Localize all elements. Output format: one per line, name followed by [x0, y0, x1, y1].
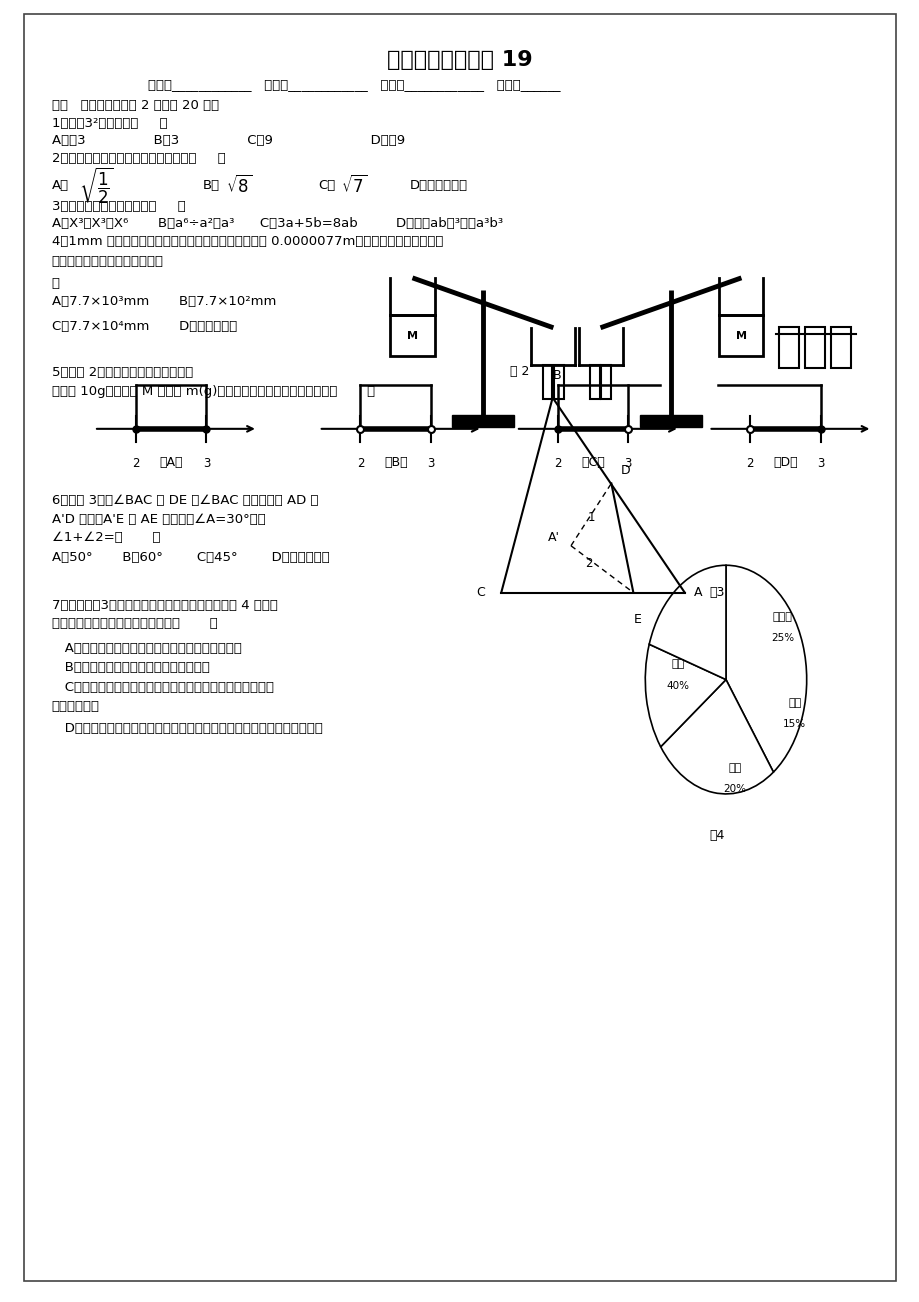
Text: 图 2: 图 2 — [510, 365, 529, 378]
Text: D、以上都不是: D、以上都不是 — [409, 180, 467, 193]
Bar — [719, 315, 763, 355]
Text: 6、如图 3，将∠BAC 沿 DE 向∠BAC 内折叠，使 AD 与: 6、如图 3，将∠BAC 沿 DE 向∠BAC 内折叠，使 AD 与 — [51, 493, 318, 506]
Text: A、－3                B、3                C、9                       D、－9: A、－3 B、3 C、9 D、－9 — [51, 134, 404, 147]
Text: 中考数学模拟试卷 19: 中考数学模拟试卷 19 — [387, 49, 532, 70]
Text: E: E — [633, 613, 641, 626]
Text: $\sqrt{\dfrac{1}{2}}$: $\sqrt{\dfrac{1}{2}}$ — [79, 165, 114, 206]
Text: B、从图中可以直接看出全班的总人数；: B、从图中可以直接看出全班的总人数； — [51, 661, 210, 674]
Text: （B）: （B） — [383, 456, 407, 469]
Text: A': A' — [548, 531, 560, 544]
Text: C、: C、 — [317, 180, 335, 193]
Text: 排球: 排球 — [788, 698, 800, 708]
Text: 3: 3 — [816, 457, 823, 470]
Text: 25%: 25% — [770, 633, 794, 643]
Text: C: C — [475, 586, 484, 599]
Text: B: B — [552, 368, 561, 381]
Text: （C）: （C） — [581, 456, 604, 469]
Text: 图4: 图4 — [709, 829, 724, 842]
Text: ∠1+∠2=（       ）: ∠1+∠2=（ ） — [51, 531, 160, 544]
Text: 3: 3 — [202, 457, 210, 470]
Text: 统计图来表示，下面说法正确的是（       ）: 统计图来表示，下面说法正确的是（ ） — [51, 617, 218, 630]
Bar — [589, 365, 599, 400]
Bar — [542, 365, 551, 400]
Text: 2: 2 — [357, 457, 364, 470]
Text: A、从图中可以直接看出喜欢各球类的具体人数；: A、从图中可以直接看出喜欢各球类的具体人数； — [51, 642, 242, 655]
Text: 20%: 20% — [723, 784, 746, 794]
Text: C、7.7×10⁴mm       D、以上都不对: C、7.7×10⁴mm D、以上都不对 — [51, 320, 237, 333]
Text: A、X³＋X³＝X⁶       B、a⁶÷a²＝a³      C、3a+5b=8ab         D、（－ab）³＝－a³b³: A、X³＋X³＝X⁶ B、a⁶÷a²＝a³ C、3a+5b=8ab D、（－ab… — [51, 217, 503, 230]
Text: 40%: 40% — [666, 681, 689, 691]
Text: 7、某校九（3）班的全体同学喜欢的球类运动用图 4 所示的: 7、某校九（3）班的全体同学喜欢的球类运动用图 4 所示的 — [51, 599, 278, 612]
Text: 2: 2 — [745, 457, 754, 470]
Bar — [778, 327, 799, 368]
Text: D、从图中可以直接看出全班同学现在喜欢各种球类的人数的大小关系。: D、从图中可以直接看出全班同学现在喜欢各种球类的人数的大小关系。 — [51, 723, 323, 736]
Text: 3: 3 — [624, 457, 631, 470]
Text: 4、1mm 为十亿分之一米，而个体中红细胞的直径约为 0.0000077m，那么人体中红细胞直径: 4、1mm 为十亿分之一米，而个体中红细胞的直径约为 0.0000077m，那么… — [51, 236, 443, 249]
Text: 2: 2 — [584, 557, 593, 570]
Text: 15%: 15% — [782, 719, 805, 729]
Bar — [804, 327, 824, 368]
Text: 班级：____________   姓名：____________   座号：____________   评分：______: 班级：____________ 姓名：____________ 座号：_____… — [148, 78, 560, 91]
FancyBboxPatch shape — [24, 14, 895, 1281]
Text: 足球: 足球 — [671, 659, 684, 669]
Bar — [601, 365, 610, 400]
Text: A、50°       B、60°        C、45°        D、以上都不对: A、50° B、60° C、45° D、以上都不对 — [51, 551, 329, 564]
Text: $\sqrt{7}$: $\sqrt{7}$ — [340, 174, 367, 197]
Text: M: M — [735, 331, 746, 341]
Text: B、: B、 — [203, 180, 220, 193]
Bar — [554, 365, 563, 400]
Wedge shape — [649, 565, 725, 680]
Text: 乒乓球: 乒乓球 — [772, 612, 792, 622]
Text: $\sqrt{8}$: $\sqrt{8}$ — [226, 174, 252, 197]
Text: 的变化情况；: 的变化情况； — [51, 700, 100, 713]
Text: M: M — [406, 331, 417, 341]
Text: ）: ） — [51, 277, 60, 290]
Text: A'D 重合，A'E 与 AE 重合，若∠A=30°，则: A'D 重合，A'E 与 AE 重合，若∠A=30°，则 — [51, 513, 266, 526]
Wedge shape — [660, 680, 773, 794]
Text: 1、｜－3²｜的值是（     ）: 1、｜－3²｜的值是（ ） — [51, 117, 167, 130]
Text: D: D — [619, 464, 630, 477]
Text: 的纳米数用科学记数法表示为（: 的纳米数用科学记数法表示为（ — [51, 255, 164, 268]
Text: 2: 2 — [553, 457, 561, 470]
Text: 3: 3 — [427, 457, 435, 470]
Bar — [639, 415, 701, 427]
Bar — [451, 415, 514, 427]
Text: （D）: （D） — [773, 456, 797, 469]
Text: A、: A、 — [51, 180, 69, 193]
Text: 质量为 10g，则物体 M 的质量 m(g)的取值范围，在数轴上可表示为（       ）: 质量为 10g，则物体 M 的质量 m(g)的取值范围，在数轴上可表示为（ ） — [51, 384, 375, 397]
Bar — [830, 327, 850, 368]
Text: 篮球: 篮球 — [728, 763, 741, 773]
Text: 2、下列二次根式是最简二次根式的是（     ）: 2、下列二次根式是最简二次根式的是（ ） — [51, 152, 225, 165]
Text: 图3: 图3 — [709, 586, 724, 599]
Text: 一、   选择题（每小题 2 分，共 20 分）: 一、 选择题（每小题 2 分，共 20 分） — [51, 99, 219, 112]
Text: A: A — [693, 586, 701, 599]
Text: 5、如图 2，天平右盘中的每个砝码的: 5、如图 2，天平右盘中的每个砝码的 — [51, 366, 193, 379]
Text: （A）: （A） — [159, 456, 183, 469]
Wedge shape — [725, 565, 806, 772]
Text: 1: 1 — [586, 510, 595, 523]
Bar — [390, 315, 434, 355]
Text: C、从图中可以直接看出全班同学初中三年来喜欢各种球类: C、从图中可以直接看出全班同学初中三年来喜欢各种球类 — [51, 681, 274, 694]
Text: A、7.7×10³mm       B、7.7×10²mm: A、7.7×10³mm B、7.7×10²mm — [51, 296, 276, 309]
Wedge shape — [644, 644, 725, 747]
Text: 3、下列计算中，正确的是（     ）: 3、下列计算中，正确的是（ ） — [51, 201, 186, 214]
Text: 2: 2 — [131, 457, 140, 470]
